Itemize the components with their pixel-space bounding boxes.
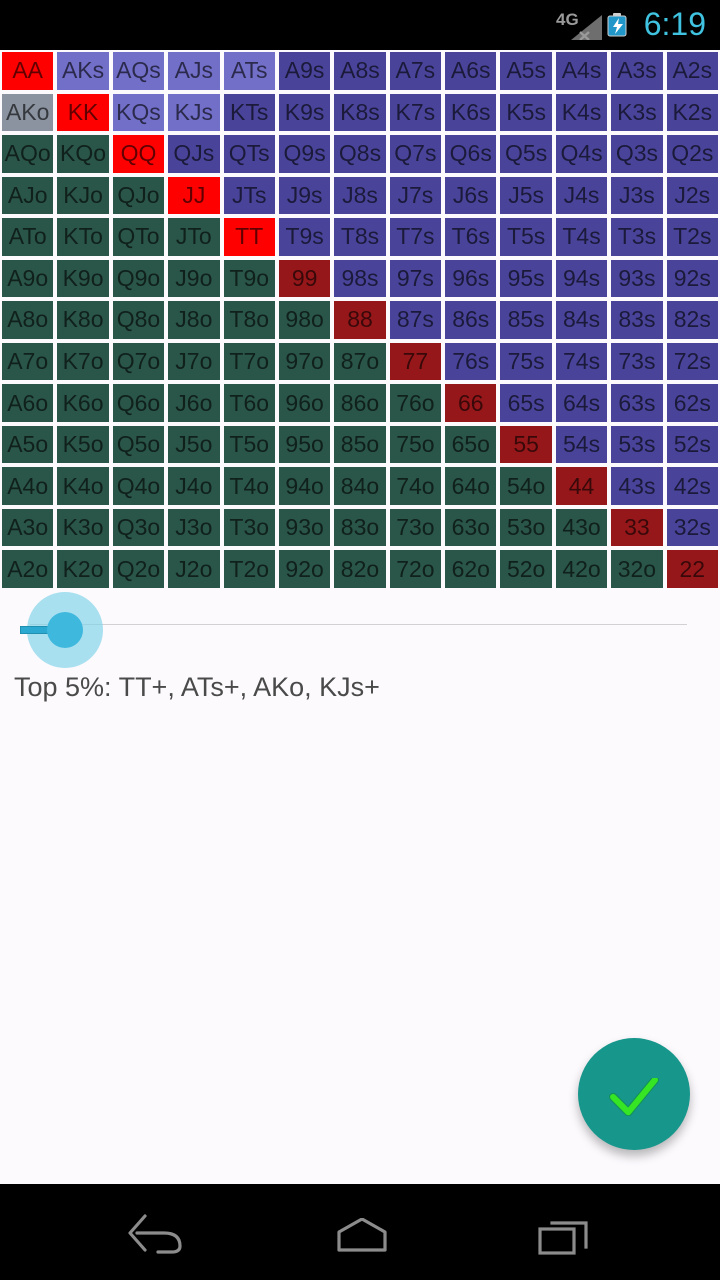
svg-text:4G: 4G: [556, 10, 579, 29]
